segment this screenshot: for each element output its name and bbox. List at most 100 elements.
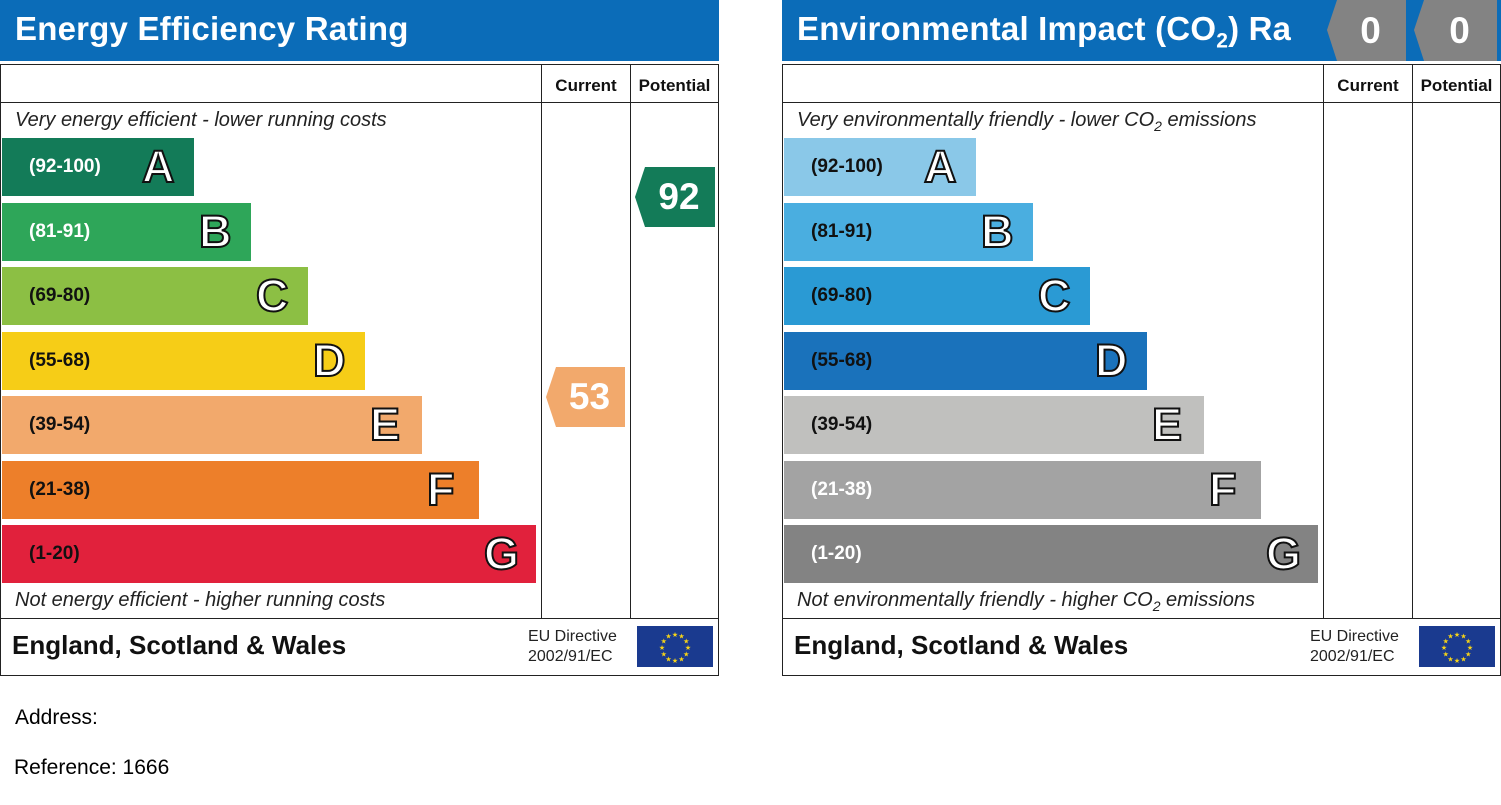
directive-label: EU Directive 2002/91/EC xyxy=(528,627,617,667)
directive-line2: 2002/91/EC xyxy=(1310,648,1395,665)
svg-text:★: ★ xyxy=(1465,651,1471,659)
header-rule xyxy=(1,102,718,103)
band-letter: A xyxy=(923,141,957,193)
env-potential-rating-arrow: 0 xyxy=(1414,0,1497,61)
directive-label: EU Directive 2002/91/EC xyxy=(1310,627,1399,667)
svg-text:★: ★ xyxy=(1443,638,1449,646)
band-letter: F xyxy=(426,464,455,516)
current-rating-value: 53 xyxy=(568,376,611,417)
band-letter: G xyxy=(1265,528,1302,580)
region-label: England, Scotland & Wales xyxy=(794,630,1129,660)
band-letter: E xyxy=(369,399,401,451)
band-a: (92-100) A xyxy=(784,138,976,196)
svg-text:★: ★ xyxy=(685,644,691,652)
band-d: (55-68) D xyxy=(2,332,365,390)
reference-label: Reference: 1666 xyxy=(14,756,170,779)
top-note: Very energy efficient - lower running co… xyxy=(15,109,387,131)
svg-text:★: ★ xyxy=(1454,631,1460,639)
band-b: (81-91) B xyxy=(2,203,251,261)
directive-line1: EU Directive xyxy=(528,628,617,645)
band-range-label: (81-91) xyxy=(29,221,91,242)
band-d: (55-68) D xyxy=(784,332,1147,390)
svg-text:★: ★ xyxy=(661,638,667,646)
band-c: (69-80) C xyxy=(2,267,308,325)
svg-text:★: ★ xyxy=(672,657,678,665)
band-range-label: (69-80) xyxy=(29,285,91,306)
band-letter: D xyxy=(1094,335,1128,387)
bottom-note: Not energy efficient - higher running co… xyxy=(15,589,386,611)
band-range-label: (1-20) xyxy=(811,543,862,564)
band-g: (1-20) G xyxy=(2,525,536,583)
current-arrow-shape xyxy=(546,367,625,427)
divider-potential xyxy=(1412,65,1413,618)
env-potential-arrow-shape xyxy=(1414,0,1497,61)
divider-potential xyxy=(630,65,631,618)
band-c: (69-80) C xyxy=(784,267,1090,325)
energy-header: Energy Efficiency Rating xyxy=(0,0,719,61)
directive-line1: EU Directive xyxy=(1310,628,1399,645)
band-e: (39-54) E xyxy=(784,396,1204,454)
env-frame: Current Potential Very environmentally f… xyxy=(782,64,1501,676)
svg-text:★: ★ xyxy=(678,633,684,641)
divider-current xyxy=(541,65,542,618)
region-label: England, Scotland & Wales xyxy=(12,630,347,660)
band-range-label: (21-38) xyxy=(811,479,873,500)
band-letter: B xyxy=(980,206,1014,258)
band-range-label: (1-20) xyxy=(29,543,80,564)
band-e: (39-54) E xyxy=(2,396,422,454)
column-current-label: Current xyxy=(1337,76,1399,95)
band-range-label: (39-54) xyxy=(811,414,873,435)
svg-text:★: ★ xyxy=(1467,644,1473,652)
band-range-label: (21-38) xyxy=(29,479,91,500)
directive-line2: 2002/91/EC xyxy=(528,648,613,665)
svg-text:★: ★ xyxy=(661,651,667,659)
band-a: (92-100) A xyxy=(2,138,194,196)
svg-text:★: ★ xyxy=(1465,638,1471,646)
band-letter: B xyxy=(198,206,232,258)
band-range-label: (81-91) xyxy=(811,221,873,242)
footer-rule xyxy=(1,618,718,619)
svg-text:★: ★ xyxy=(678,655,684,663)
band-f: (21-38) F xyxy=(784,461,1261,519)
bottom-note: Not environmentally friendly - higher CO… xyxy=(797,589,1255,614)
band-g: (1-20) G xyxy=(784,525,1318,583)
svg-text:★: ★ xyxy=(1454,657,1460,665)
env-current-rating-arrow: 0 xyxy=(1327,0,1406,61)
svg-text:★: ★ xyxy=(1447,633,1453,641)
band-letter: E xyxy=(1151,399,1183,451)
energy-title: Energy Efficiency Rating xyxy=(15,10,409,47)
top-note: Very environmentally friendly - lower CO… xyxy=(797,109,1257,134)
band-letter: A xyxy=(141,141,175,193)
svg-text:★: ★ xyxy=(659,644,665,652)
header-rule xyxy=(783,102,1500,103)
address-label: Address: xyxy=(15,706,98,729)
column-potential-label: Potential xyxy=(638,76,711,95)
svg-text:★: ★ xyxy=(1460,633,1466,641)
divider-current xyxy=(1323,65,1324,618)
band-letter: F xyxy=(1208,464,1237,516)
potential-rating-value: 92 xyxy=(658,176,700,217)
env-current-arrow-shape xyxy=(1327,0,1406,61)
band-range-label: (69-80) xyxy=(811,285,873,306)
svg-text:★: ★ xyxy=(683,638,689,646)
band-range-label: (39-54) xyxy=(29,414,91,435)
env-current-rating-value: 0 xyxy=(1360,10,1381,51)
band-range-label: (55-68) xyxy=(811,350,873,371)
column-potential-label: Potential xyxy=(1420,76,1493,95)
svg-text:★: ★ xyxy=(672,631,678,639)
band-range-label: (92-100) xyxy=(811,156,883,177)
band-b: (81-91) B xyxy=(784,203,1033,261)
eu-flag-icon: ★ ★ ★ ★ ★ ★ ★ ★ ★ ★ ★ ★ xyxy=(637,626,713,667)
svg-text:★: ★ xyxy=(1443,651,1449,659)
band-f: (21-38) F xyxy=(2,461,479,519)
energy-frame: Current Potential Very energy efficient … xyxy=(0,64,719,676)
eu-flag-icon: ★ ★ ★ ★ ★ ★ ★ ★ ★ ★ ★ ★ xyxy=(1419,626,1495,667)
column-current-label: Current xyxy=(555,76,617,95)
environmental-impact-chart: Environmental Impact (CO2) Ra Current Po… xyxy=(782,0,1501,676)
band-letter: C xyxy=(1037,270,1071,322)
band-letter: C xyxy=(255,270,289,322)
footer-rule xyxy=(783,618,1500,619)
svg-text:★: ★ xyxy=(1447,655,1453,663)
svg-text:★: ★ xyxy=(665,655,671,663)
svg-text:★: ★ xyxy=(1441,644,1447,652)
